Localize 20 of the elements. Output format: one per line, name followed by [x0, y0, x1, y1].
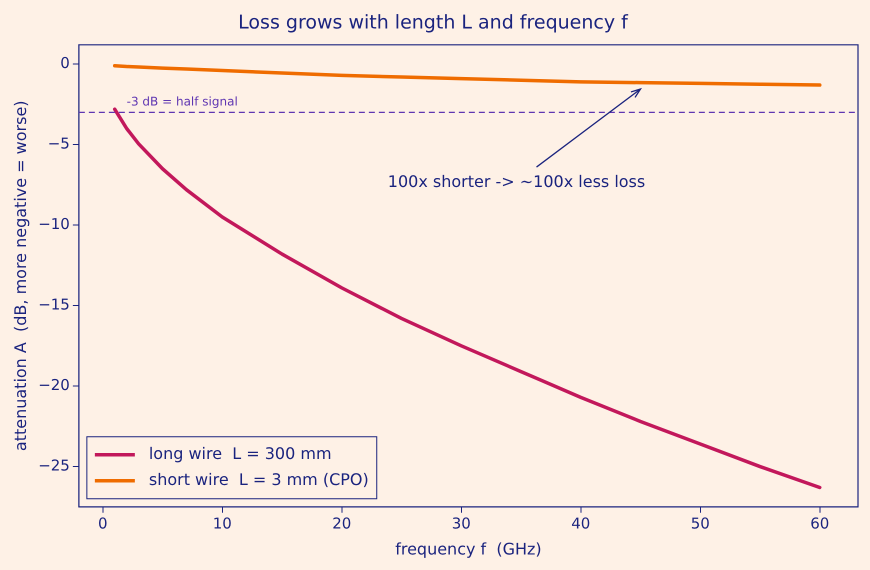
y-tick-label: −20 — [38, 376, 70, 394]
legend-label: short wire L = 3 mm (CPO) — [148, 470, 369, 489]
x-tick-label: 20 — [332, 514, 352, 533]
y-tick-label: −10 — [38, 214, 70, 233]
chart-title: Loss grows with length L and frequency f — [238, 11, 630, 34]
ref-line-label: -3 dB = half signal — [126, 94, 238, 109]
x-tick-label: 50 — [690, 514, 710, 533]
y-tick-label: −15 — [38, 295, 70, 314]
x-tick-label: 40 — [571, 514, 590, 533]
x-tick-label: 60 — [810, 514, 830, 533]
legend-label: long wire L = 300 mm — [148, 444, 332, 463]
x-axis-title: frequency f (GHz) — [395, 540, 542, 559]
x-tick-label: 0 — [98, 514, 108, 533]
annotation: 100x shorter -> ~100x less loss — [388, 172, 646, 192]
x-tick-label: 10 — [212, 514, 232, 533]
y-tick-label: 0 — [60, 54, 70, 72]
y-tick-label: −25 — [38, 456, 70, 474]
x-tick-label: 30 — [452, 514, 471, 533]
y-axis-title: attenuation A (dB, more negative = worse) — [10, 100, 30, 452]
y-tick-label: −5 — [48, 134, 70, 152]
